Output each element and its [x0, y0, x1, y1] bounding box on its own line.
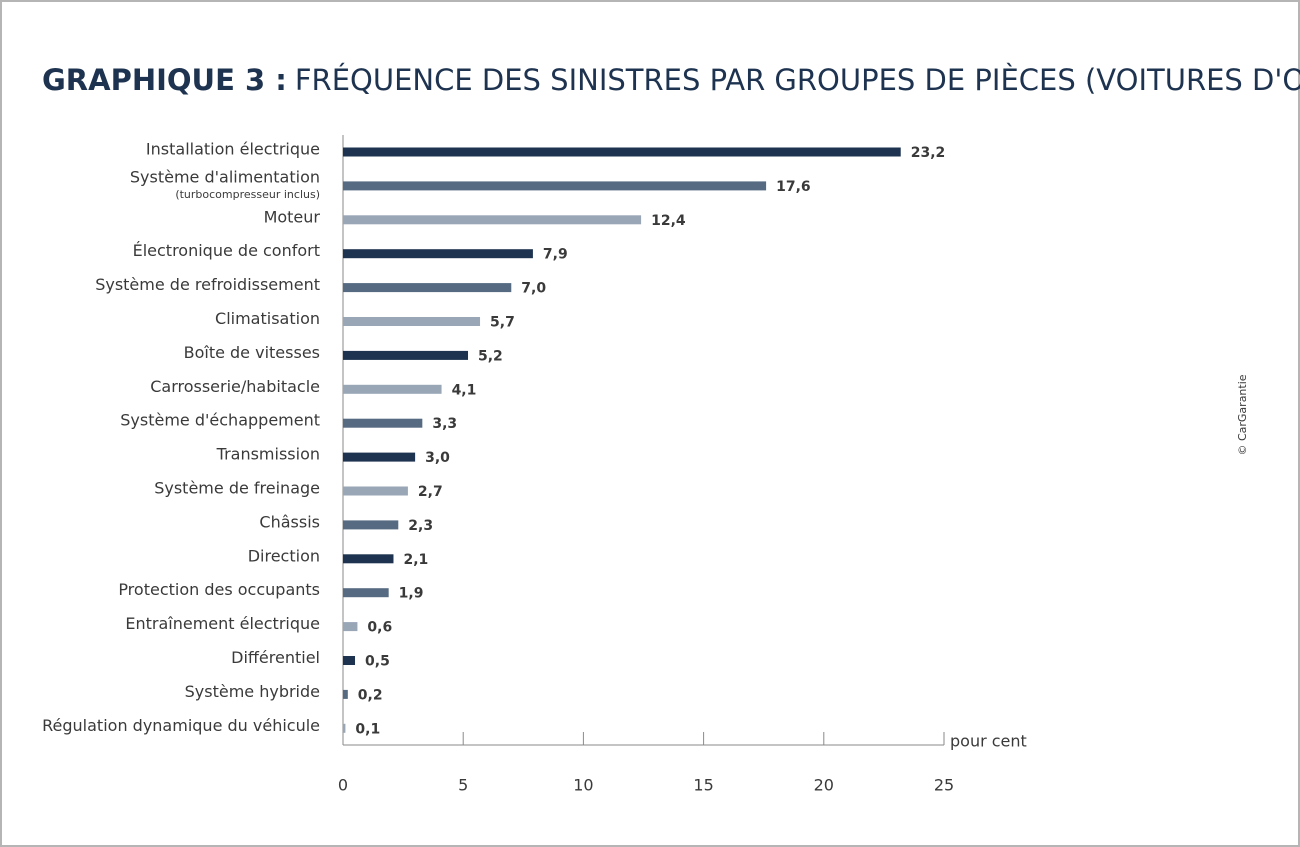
- bar: [343, 588, 389, 598]
- value-label: 7,9: [543, 247, 568, 263]
- bar: [343, 384, 442, 394]
- y-tick-label: Système de freinage: [154, 479, 320, 498]
- y-tick-label: Transmission: [216, 445, 320, 464]
- value-label: 23,2: [911, 145, 946, 161]
- value-label: 17,6: [776, 179, 811, 195]
- x-tick-label: 25: [934, 776, 954, 795]
- x-tick-label: 15: [693, 776, 713, 795]
- x-tick-label: 5: [458, 776, 468, 795]
- x-tick-label: 20: [814, 776, 834, 795]
- y-tick-label: Protection des occupants: [118, 580, 320, 599]
- value-label: 3,0: [425, 450, 450, 466]
- y-tick-label: Électronique de confort: [133, 241, 320, 260]
- value-label: 2,1: [403, 552, 428, 568]
- value-label: 0,1: [355, 721, 380, 737]
- bar: [343, 486, 408, 496]
- value-label: 7,0: [521, 281, 546, 297]
- bar: [343, 723, 346, 733]
- y-tick-label: Régulation dynamique du véhicule: [42, 716, 320, 735]
- chart-title: GRAPHIQUE 3 : FRÉQUENCE DES SINISTRES PAR…: [42, 63, 1300, 97]
- bar: [343, 689, 348, 699]
- y-tick-label: Direction: [248, 546, 320, 565]
- value-label: 4,1: [452, 382, 477, 398]
- value-label: 5,2: [478, 348, 503, 364]
- bar: [343, 215, 642, 225]
- y-tick-label: Carrosserie/habitacle: [150, 377, 320, 396]
- value-label: 0,6: [367, 620, 392, 636]
- bar: [343, 520, 399, 530]
- value-label: 2,3: [408, 518, 433, 534]
- y-tick-label: Système d'échappement: [120, 411, 320, 430]
- bar: [343, 554, 394, 564]
- title-prefix: GRAPHIQUE 3 :: [42, 63, 287, 97]
- title-text: FRÉQUENCE DES SINISTRES PAR GROUPES DE P…: [295, 63, 1300, 97]
- category-note: (turbocompresseur inclus): [175, 188, 320, 201]
- y-tick-label: Installation électrique: [146, 140, 320, 159]
- x-axis-label: pour cent: [950, 732, 1027, 751]
- value-label: 1,9: [399, 586, 424, 602]
- x-tick-label: 0: [338, 776, 348, 795]
- y-tick-label: Climatisation: [215, 309, 320, 328]
- y-tick-label: Boîte de vitesses: [184, 343, 320, 362]
- value-label: 12,4: [651, 213, 686, 229]
- y-tick-label: Système de refroidissement: [95, 275, 320, 294]
- bar: [343, 622, 358, 632]
- value-label: 3,3: [432, 416, 457, 432]
- y-tick-label: Châssis: [259, 512, 320, 531]
- y-tick-label: Système hybride: [185, 682, 320, 701]
- bar: [343, 283, 512, 293]
- value-label: 0,5: [365, 654, 390, 670]
- bar: [343, 147, 901, 157]
- y-tick-label: Système d'alimentation: [130, 167, 320, 186]
- y-tick-label: Entraînement électrique: [125, 614, 320, 633]
- bar: [343, 181, 767, 191]
- bar: [343, 317, 481, 326]
- bar: [343, 249, 533, 259]
- bar: [343, 656, 356, 665]
- value-label: 0,2: [358, 687, 383, 703]
- value-label: 2,7: [418, 484, 443, 500]
- bar: [343, 350, 469, 360]
- y-tick-label: Moteur: [264, 207, 321, 226]
- bar: [343, 452, 416, 462]
- y-tick-label: Différentiel: [231, 648, 320, 667]
- credit: © CarGarantie: [1236, 374, 1249, 455]
- bar: [343, 418, 423, 428]
- value-label: 5,7: [490, 315, 515, 331]
- x-tick-label: 10: [573, 776, 593, 795]
